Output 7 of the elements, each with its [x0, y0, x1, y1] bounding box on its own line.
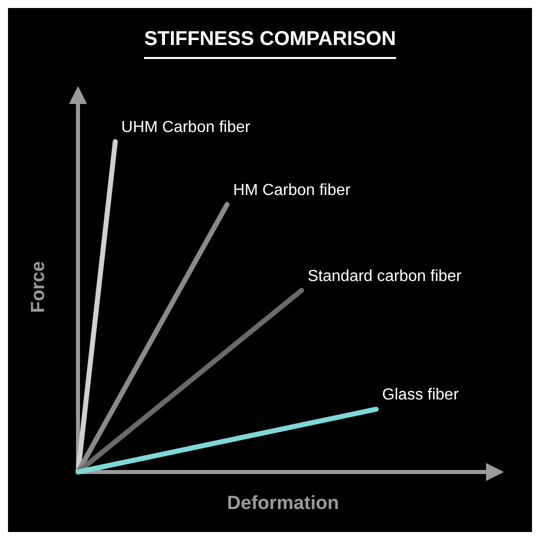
chart-title: STIFFNESS COMPARISON [144, 28, 396, 58]
series-label: Standard carbon fiber [308, 268, 462, 285]
series-label: Glass fiber [382, 386, 460, 404]
y-axis-title: Force [28, 261, 49, 313]
x-axis-title: Deformation [227, 493, 339, 514]
series-label: UHM Carbon fiber [121, 119, 251, 136]
series-label: HM Carbon fiber [233, 182, 352, 199]
